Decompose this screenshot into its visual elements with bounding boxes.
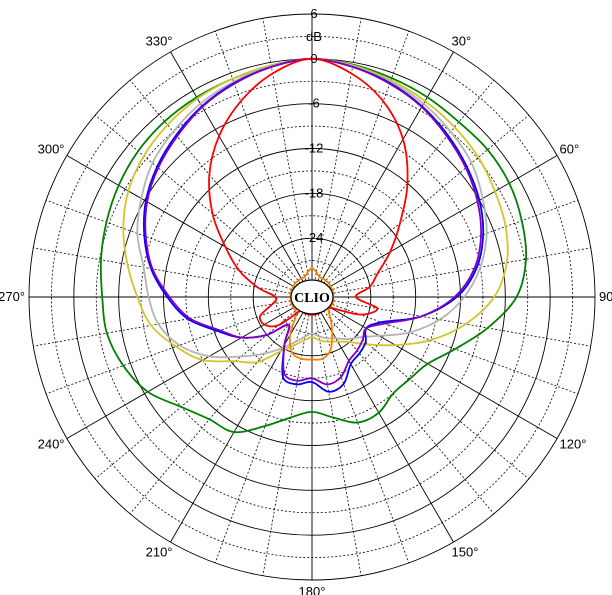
grid-spoke <box>316 310 410 564</box>
grid-spoke <box>325 199 579 293</box>
grid-spoke <box>316 30 410 284</box>
series-line-2 <box>122 57 509 364</box>
grid-spoke <box>214 30 308 284</box>
angle-label: 180° <box>299 584 326 595</box>
db-tick-label: -12 <box>305 141 324 156</box>
db-tick-label: -18 <box>305 185 324 200</box>
grid-spoke <box>318 51 454 286</box>
angle-label: 300° <box>38 142 65 157</box>
angle-label: 60° <box>560 142 580 157</box>
db-tick-label: 6 <box>310 6 317 21</box>
grid-spoke <box>262 310 310 576</box>
grid-spoke <box>314 18 362 284</box>
grid-spoke <box>314 310 362 576</box>
db-tick-label: 0 <box>310 51 317 66</box>
center-badge: CLIO <box>290 279 334 315</box>
grid-spoke <box>323 155 558 291</box>
axis-labels: 30° 60° 90° 120° 150° 180° 210° 240° 270° 300° 330… <box>0 6 612 595</box>
grid-spoke <box>33 247 299 295</box>
angle-label: 120° <box>560 437 587 452</box>
series-line-4 <box>143 57 485 393</box>
series-line-5 <box>144 57 483 386</box>
series-line-1 <box>99 57 528 434</box>
series-line-7 <box>208 57 409 328</box>
grid-spoke <box>170 51 306 286</box>
grid-spoke <box>45 301 299 395</box>
grid-spoke <box>318 308 454 543</box>
grid-spoke <box>323 303 558 439</box>
angle-label: 210° <box>146 545 173 560</box>
angle-label: 90° <box>599 289 612 304</box>
grid-spoke <box>45 199 299 293</box>
grid-spoke <box>325 299 591 347</box>
angle-label: 240° <box>38 437 65 452</box>
grid-spoke <box>262 18 310 284</box>
angle-label: 150° <box>452 545 479 560</box>
angle-label: 270° <box>0 289 25 304</box>
grid-spoke <box>325 301 579 395</box>
grid-spoke <box>33 299 299 347</box>
angle-label: 30° <box>452 34 472 49</box>
db-tick-label: -6 <box>308 96 320 111</box>
series-line-6 <box>288 267 335 361</box>
db-tick-label: -24 <box>305 230 324 245</box>
grid-spoke <box>322 305 530 480</box>
grid-spoke <box>66 155 301 291</box>
series-line-3 <box>136 57 488 359</box>
grid-spoke <box>320 79 495 287</box>
grid-spoke <box>322 114 530 289</box>
grid-spoke <box>129 307 304 515</box>
grid-spoke <box>94 114 302 289</box>
polar-grid <box>28 13 596 581</box>
grid-spoke <box>66 303 301 439</box>
center-label: CLIO <box>294 291 330 306</box>
response-curves <box>99 57 528 434</box>
unit-label: dB <box>306 29 322 44</box>
grid-spoke <box>129 79 304 287</box>
angle-label: 330° <box>146 34 173 49</box>
